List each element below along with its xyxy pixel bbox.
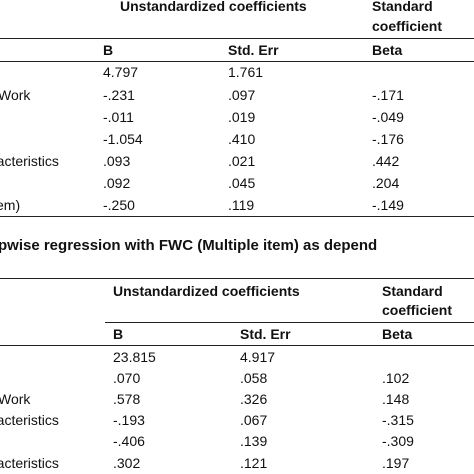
cell-se: .097 (228, 87, 256, 103)
col-se-header: Std. Err (240, 326, 291, 342)
cell-se: .121 (240, 455, 268, 471)
cell-b: .578 (113, 391, 141, 407)
cell-b: .092 (103, 175, 131, 191)
cell-b: -.406 (113, 433, 145, 449)
cell-beta: -.149 (372, 197, 404, 213)
standard-header: Standard (382, 283, 443, 299)
cell-b: -.193 (113, 412, 145, 428)
cell-se: .019 (228, 109, 256, 125)
cell-beta: .442 (372, 153, 400, 169)
cell-se: 1.761 (228, 64, 264, 80)
cell-beta: -.176 (372, 131, 404, 147)
row-label: racteristics (0, 153, 59, 169)
unstandardized-header: Unstandardized coefficients (113, 283, 300, 299)
rule (105, 322, 474, 323)
cell-se: 4.917 (240, 349, 276, 365)
cell-se: .045 (228, 175, 256, 191)
col-se-header: Std. Err (228, 42, 279, 58)
cell-beta: .148 (382, 391, 410, 407)
unstandardized-header: Unstandardized coefficients (120, 0, 307, 14)
row-label: Work (0, 391, 31, 407)
cell-se: .326 (240, 391, 268, 407)
cell-b: .070 (113, 370, 141, 386)
rule (0, 38, 474, 39)
cell-beta: -.171 (372, 87, 404, 103)
cell-beta: .204 (372, 175, 400, 191)
col-beta-header: Beta (372, 42, 403, 58)
rule (0, 278, 474, 279)
cell-b: -.011 (103, 109, 134, 125)
coefficient-header: coefficient (372, 18, 443, 34)
cell-se: .021 (228, 153, 256, 169)
coefficient-header: coefficient (382, 302, 453, 318)
cell-b: -.231 (103, 87, 135, 103)
rule (0, 345, 474, 346)
cell-se: .139 (240, 433, 268, 449)
cell-b: .093 (103, 153, 131, 169)
cell-beta: -.049 (372, 109, 404, 125)
col-beta-header: Beta (382, 326, 413, 342)
col-b-header: B (113, 326, 124, 342)
cell-se: .058 (240, 370, 268, 386)
rule (0, 216, 474, 217)
cell-b: -1.054 (103, 131, 143, 147)
row-label: racteristics (0, 455, 59, 471)
cell-b: -.250 (103, 197, 135, 213)
cell-b: 4.797 (103, 64, 139, 80)
table-2-caption: pwise regression with FWC (Multiple item… (0, 237, 378, 254)
cell-beta: .102 (382, 370, 410, 386)
rule (0, 61, 474, 62)
cell-beta: -.309 (382, 433, 414, 449)
row-label: Work (0, 87, 31, 103)
cell-b: 23.815 (113, 349, 156, 365)
row-label: racteristics (0, 412, 59, 428)
cell-se: .119 (228, 197, 255, 213)
standard-header: Standard (372, 0, 433, 14)
cell-beta: -.315 (382, 412, 414, 428)
row-label: em) (0, 197, 21, 213)
cell-beta: .197 (382, 455, 410, 471)
cell-se: .410 (228, 131, 256, 147)
col-b-header: B (103, 42, 114, 58)
cell-se: .067 (240, 412, 268, 428)
cell-b: .302 (113, 455, 141, 471)
